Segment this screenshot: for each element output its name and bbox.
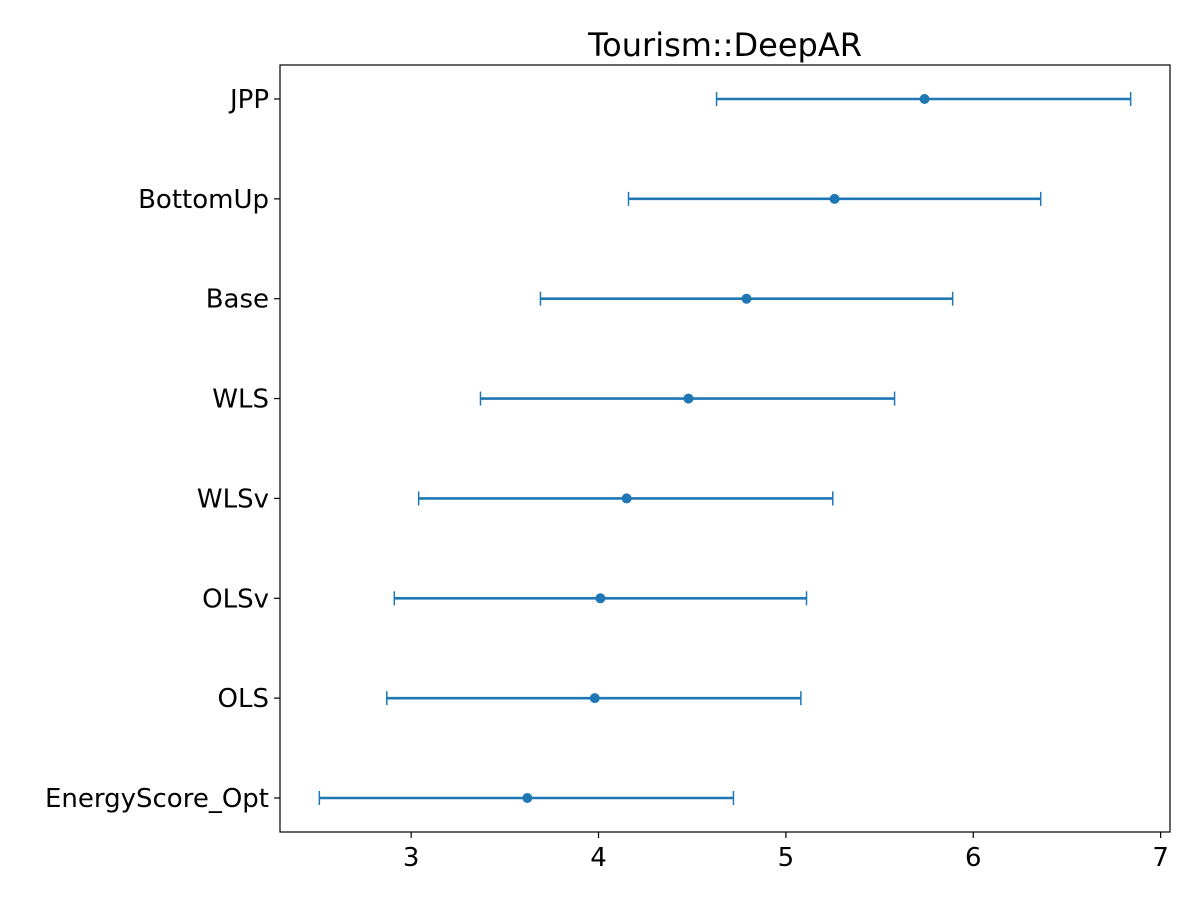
y-tick-label: OLS [218,684,269,714]
y-tick-label: JPP [228,85,269,115]
errorbar-jpp [715,92,1132,106]
mean-point [621,493,632,504]
errorbar-base [539,291,954,306]
mean-point [741,293,752,304]
y-tick-label: WLS [212,385,269,415]
mean-point [829,193,840,204]
chart-axes: JPP BottomUp Base WLS WLSv OLSv OLS EnergyScore… [45,85,1169,873]
errorbar-wls [479,391,896,406]
mean-point [589,693,600,704]
mean-point [919,94,930,104]
y-tick-label: Base [206,285,269,315]
mean-point [683,393,694,404]
x-tick-label: 6 [965,843,982,873]
plot-frame [279,64,1171,833]
x-tick-label: 4 [590,843,607,873]
y-tick-label: EnergyScore_Opt [45,784,269,814]
y-tick-label: BottomUp [138,185,269,215]
x-tick-label: 3 [403,843,420,873]
x-tick-label: 7 [1152,843,1169,873]
errorbar-ols [386,691,802,706]
mean-point [522,793,533,803]
errorbar-bottomup [627,191,1042,206]
chart-title: Tourism::DeepAR [587,26,862,64]
x-tick-label: 5 [778,843,795,873]
errorbar-olsv [393,591,808,606]
errorbar-energyscore-opt [318,791,735,805]
y-tick-label: WLSv [197,484,269,514]
y-tick-label: OLSv [202,584,269,614]
mean-point [595,593,606,604]
errorbar-wlsv [417,491,834,506]
chart-marks [318,92,1132,805]
